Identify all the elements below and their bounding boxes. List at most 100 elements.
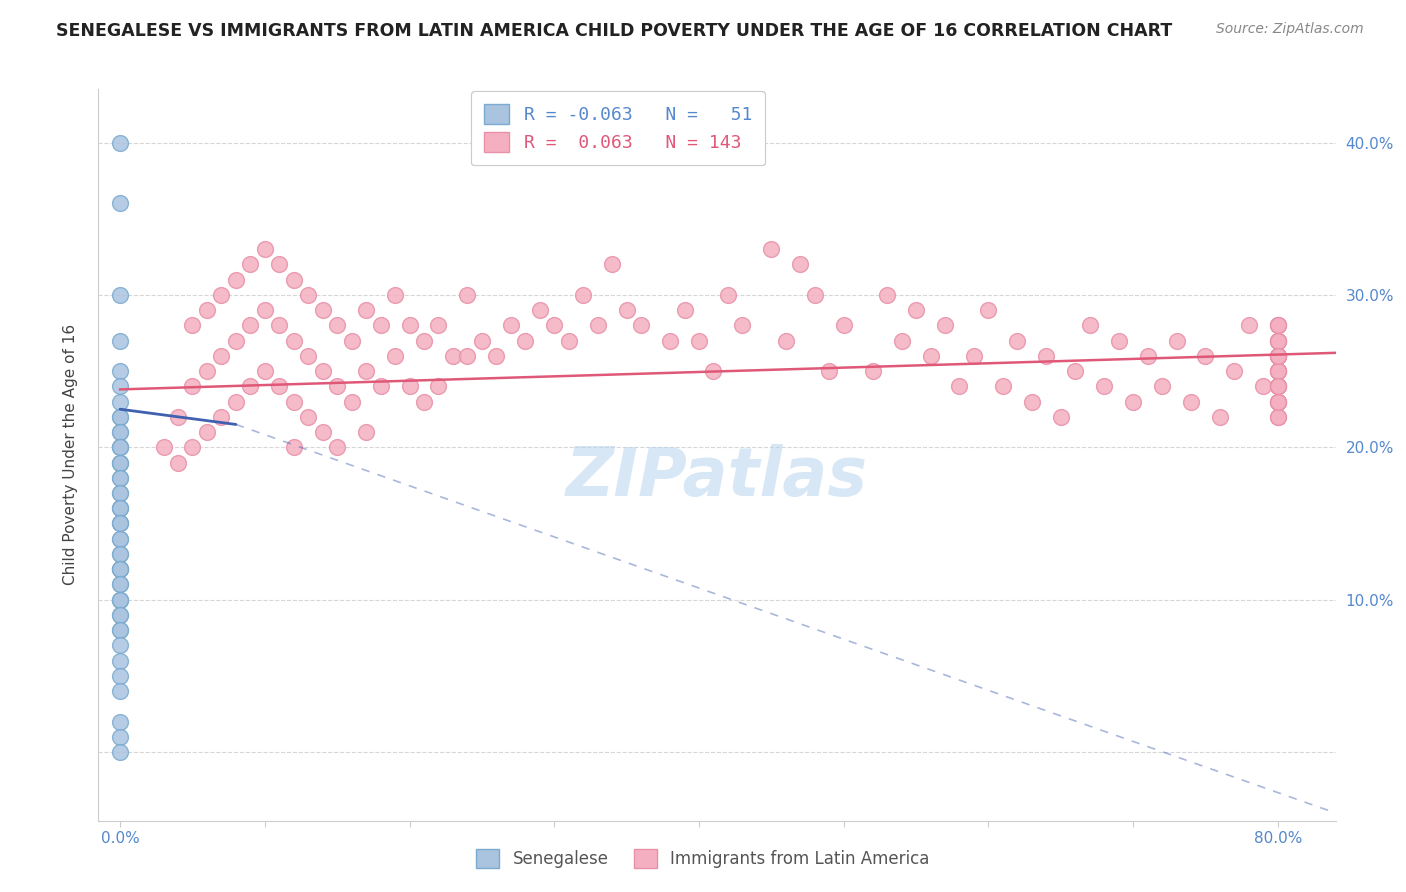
Point <box>702 364 724 378</box>
Point <box>659 334 682 348</box>
Point <box>1267 394 1289 409</box>
Point <box>876 288 898 302</box>
Point <box>108 607 131 622</box>
Point <box>586 318 609 333</box>
Point <box>312 364 335 378</box>
Point <box>905 303 928 318</box>
Point <box>312 425 335 439</box>
Point <box>167 456 190 470</box>
Point <box>1267 394 1289 409</box>
Point <box>253 364 276 378</box>
Point <box>108 196 131 211</box>
Point <box>717 288 740 302</box>
Point <box>108 394 131 409</box>
Point <box>108 440 131 454</box>
Point <box>572 288 595 302</box>
Point <box>239 257 262 271</box>
Point <box>370 318 392 333</box>
Point <box>934 318 956 333</box>
Text: ZIPatlas: ZIPatlas <box>567 444 868 510</box>
Point <box>1267 334 1289 348</box>
Point <box>1194 349 1216 363</box>
Point <box>1223 364 1246 378</box>
Point <box>543 318 565 333</box>
Point <box>269 257 291 271</box>
Point <box>108 592 131 607</box>
Point <box>326 318 349 333</box>
Point <box>1267 379 1289 393</box>
Point <box>181 379 204 393</box>
Point <box>253 303 276 318</box>
Point <box>108 562 131 576</box>
Point <box>354 425 377 439</box>
Point <box>108 364 131 378</box>
Point <box>1267 349 1289 363</box>
Point <box>456 349 478 363</box>
Point <box>673 303 696 318</box>
Point <box>239 318 262 333</box>
Point <box>108 639 131 653</box>
Point <box>108 409 131 424</box>
Point <box>384 288 406 302</box>
Point <box>108 136 131 150</box>
Point <box>1267 318 1289 333</box>
Point <box>1267 349 1289 363</box>
Point <box>413 394 436 409</box>
Point <box>108 532 131 546</box>
Point <box>253 242 276 256</box>
Point <box>152 440 174 454</box>
Point <box>920 349 942 363</box>
Point <box>630 318 652 333</box>
Point <box>195 364 218 378</box>
Point <box>1064 364 1087 378</box>
Point <box>890 334 912 348</box>
Point <box>297 288 319 302</box>
Point <box>485 349 508 363</box>
Point <box>948 379 970 393</box>
Point <box>108 654 131 668</box>
Point <box>427 379 450 393</box>
Point <box>499 318 522 333</box>
Point <box>1253 379 1275 393</box>
Point <box>1078 318 1101 333</box>
Point <box>1267 318 1289 333</box>
Point <box>239 379 262 393</box>
Point <box>108 547 131 561</box>
Point <box>1267 379 1289 393</box>
Point <box>1267 364 1289 378</box>
Point <box>283 394 305 409</box>
Point <box>195 303 218 318</box>
Point <box>803 288 825 302</box>
Point <box>108 745 131 759</box>
Point <box>108 440 131 454</box>
Point <box>108 471 131 485</box>
Point <box>108 334 131 348</box>
Point <box>181 440 204 454</box>
Point <box>108 409 131 424</box>
Text: Source: ZipAtlas.com: Source: ZipAtlas.com <box>1216 22 1364 37</box>
Point <box>616 303 638 318</box>
Point <box>1267 394 1289 409</box>
Point <box>209 409 232 424</box>
Point <box>977 303 1000 318</box>
Point <box>1267 379 1289 393</box>
Point <box>108 456 131 470</box>
Point <box>225 394 247 409</box>
Point <box>108 730 131 744</box>
Point <box>413 334 436 348</box>
Point <box>1180 394 1202 409</box>
Point <box>225 334 247 348</box>
Point <box>1150 379 1173 393</box>
Point <box>731 318 754 333</box>
Point <box>688 334 710 348</box>
Point <box>1267 334 1289 348</box>
Point <box>108 516 131 531</box>
Point <box>1267 349 1289 363</box>
Point <box>108 714 131 729</box>
Point <box>1007 334 1029 348</box>
Point <box>108 471 131 485</box>
Point <box>283 440 305 454</box>
Point <box>108 456 131 470</box>
Point <box>108 577 131 591</box>
Point <box>1049 409 1071 424</box>
